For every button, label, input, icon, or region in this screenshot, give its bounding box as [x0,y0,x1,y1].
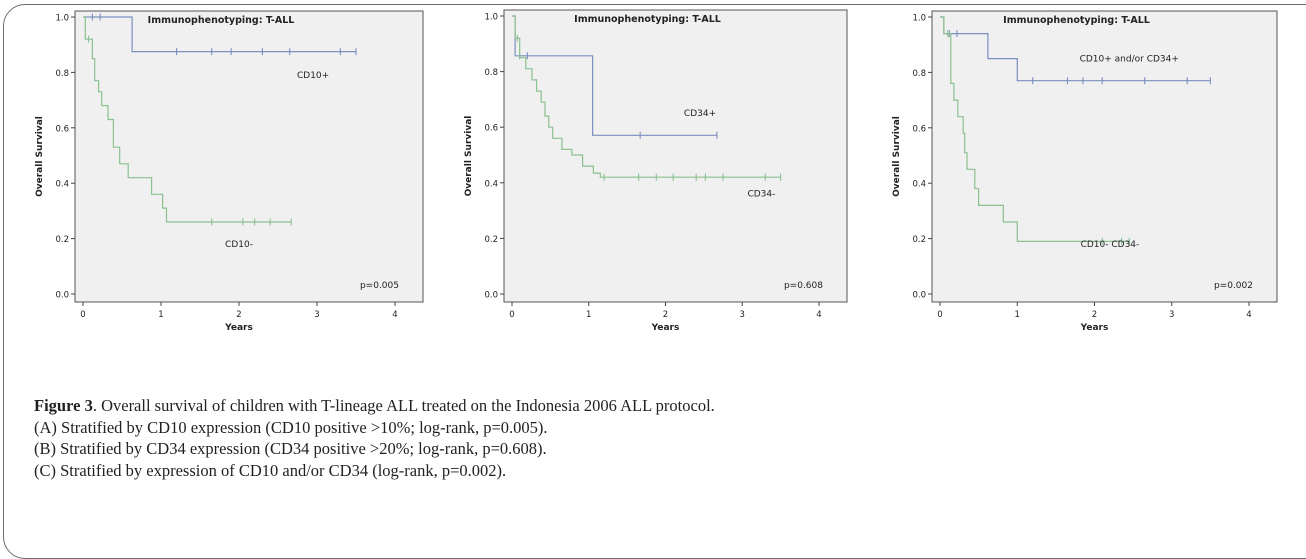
caption-line-4: (C) Stratified by expression of CD10 and… [34,460,507,480]
y-tick-label: 1.0 [55,14,69,24]
y-tick-label: 0.6 [912,124,926,134]
p-value-label: p=0.005 [360,281,399,291]
x-tick-label: 1 [158,310,163,320]
x-tick-label: 3 [1169,310,1174,320]
y-axis-label: Overall Survival [464,116,474,197]
y-tick-label: 1.0 [484,13,498,23]
survival-plot-cd10: 0.0 0.2 0.4 0.6 0.8 1.0 0 1 2 3 4 Years Overall Surv… [35,10,424,333]
y-tick-label: 0.0 [484,291,498,301]
x-tick-label: 4 [392,310,397,320]
chart-title: Immunophenotyping: T-ALL [1003,15,1150,26]
figure-label: Figure 3 [34,396,93,415]
y-tick-label: 0.2 [912,235,926,245]
curve-label: CD10- CD34- [1081,240,1140,250]
curve-label: CD10- [225,240,253,250]
x-tick-label: 2 [1092,310,1097,320]
y-axis-label: Overall Survival [892,116,902,197]
x-tick-label: 0 [509,310,514,320]
y-tick-label: 1.0 [912,14,926,24]
y-tick-label: 0.0 [55,291,69,301]
chart-title: Immunophenotyping: T-ALL [148,15,295,26]
caption-line-2: (A) Stratified by CD10 expression (CD10 … [34,417,548,437]
p-value-label: p=0.608 [784,281,823,291]
p-value-label: p=0.002 [1214,281,1253,291]
x-tick-label: 2 [663,310,668,320]
curve-label: CD34- [747,190,775,200]
y-tick-label: 0.2 [55,235,69,245]
caption-text: . Overall survival of children with T-li… [92,396,715,415]
y-tick-label: 0.4 [484,179,498,189]
series-line-1 [83,16,356,53]
curve-label: CD10+ and/or CD34+ [1080,54,1179,64]
y-tick-label: 0.4 [55,180,69,190]
y-tick-label: 0.4 [912,180,926,190]
x-tick-label: 4 [816,310,821,320]
curve-label: CD10+ [297,71,329,81]
y-tick-label: 0.8 [484,68,498,78]
plot-area [74,10,424,303]
plot-area [503,9,848,303]
y-tick-label: 0.8 [912,69,926,79]
x-axis-label: Years [1080,323,1109,333]
series-line-2 [940,16,1130,242]
chart-title: Immunophenotyping: T-ALL [574,14,721,25]
y-tick-label: 0.8 [55,69,69,79]
x-tick-label: 3 [314,310,319,320]
survival-plot-cd34: 0.0 0.2 0.4 0.6 0.8 1.0 0 1 2 3 4 Years Overall Surv… [464,9,848,333]
series-line-2 [83,16,292,223]
x-tick-label: 3 [740,310,745,320]
x-tick-label: 4 [1246,310,1251,320]
plot-area [931,10,1278,303]
curve-label: CD34+ [684,109,716,119]
y-axis-label: Overall Survival [35,116,45,197]
caption-line-3: (B) Stratified by CD34 expression (CD34 … [34,439,547,458]
y-tick-label: 0.6 [55,124,69,134]
x-tick-label: 0 [80,310,85,320]
x-tick-label: 1 [1015,310,1020,320]
x-tick-label: 2 [236,310,241,320]
series-line-2 [512,15,781,178]
y-tick-label: 0.6 [484,124,498,134]
x-tick-label: 0 [937,310,942,320]
y-tick-label: 0.0 [912,291,926,301]
caption-line-1: Figure 3. Overall survival of children w… [34,395,1284,417]
survival-plot-cd10-cd34: 0.0 0.2 0.4 0.6 0.8 1.0 0 1 2 3 4 Years Overall Surv… [892,10,1278,333]
figure-caption: Figure 3. Overall survival of children w… [34,395,1284,481]
y-tick-label: 0.2 [484,235,498,245]
x-axis-label: Years [651,323,680,333]
x-axis-label: Years [224,323,253,333]
x-tick-label: 1 [586,310,591,320]
